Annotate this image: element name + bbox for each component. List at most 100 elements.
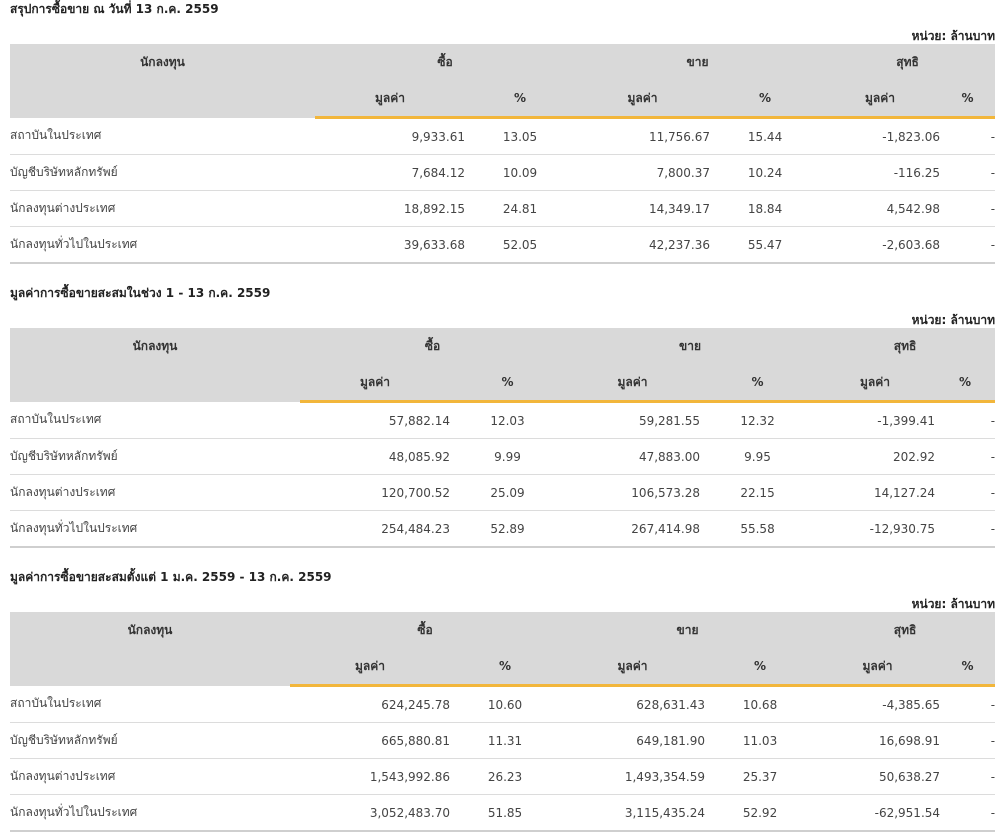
buy-value-cell: 624,245.78 (290, 685, 450, 723)
investor-cell: นักลงทุนต่างประเทศ (10, 190, 315, 227)
net-value-cell: -4,385.65 (815, 685, 941, 723)
subheader-sell-value: มูลค่า (565, 364, 701, 403)
subheader-row: มูลค่า % มูลค่า % มูลค่า % (10, 364, 996, 403)
net-percent-cell: - (940, 722, 996, 759)
buy-value-cell: 3,052,483.70 (290, 794, 450, 832)
subheader-buy-percent: % (450, 648, 561, 687)
investor-cell: นักลงทุนทั่วไปในประเทศ (10, 794, 290, 832)
subheader-buy-percent: % (465, 80, 576, 119)
table-row: นักลงทุนต่างประเทศ 1,543,992.86 26.23 1,… (10, 758, 996, 795)
net-percent-cell: - (935, 401, 996, 439)
sell-percent-cell: 18.84 (710, 190, 821, 227)
subheader-sell-percent: % (705, 648, 816, 687)
investor-cell: นักลงทุนทั่วไปในประเทศ (10, 226, 315, 264)
sell-percent-cell: 22.15 (700, 474, 816, 511)
subheader-buy-percent: % (450, 364, 566, 403)
sell-percent-cell: 55.47 (710, 226, 821, 264)
subheader-blank (10, 80, 315, 118)
table-row: นักลงทุนทั่วไปในประเทศ 254,484.23 52.89 … (10, 510, 996, 548)
buy-percent-cell: 24.81 (465, 190, 576, 227)
buy-percent-cell: 10.60 (450, 685, 561, 723)
buy-percent-cell: 52.89 (450, 510, 566, 548)
sell-value-cell: 59,281.55 (565, 401, 701, 439)
subheader-net-percent: % (940, 648, 996, 687)
subheader-row: มูลค่า % มูลค่า % มูลค่า % (10, 648, 996, 687)
net-percent-cell: - (940, 117, 996, 155)
header-buy: ซื้อ (315, 44, 576, 80)
buy-value-cell: 7,684.12 (315, 154, 465, 191)
buy-value-cell: 39,633.68 (315, 226, 465, 264)
net-percent-cell: - (935, 474, 996, 511)
header-investor: นักลงทุน (10, 44, 315, 80)
sell-value-cell: 11,756.67 (575, 117, 711, 155)
subheader-blank (10, 648, 290, 686)
net-value-cell: -12,930.75 (815, 510, 936, 548)
trading-table: นักลงทุน ซื้อ ขาย สุทธิ มูลค่า % มูลค่า … (10, 328, 996, 548)
buy-percent-cell: 9.99 (450, 438, 566, 475)
buy-percent-cell: 11.31 (450, 722, 561, 759)
unit-label: หน่วย: ล้านบาท (911, 313, 995, 327)
investor-cell: บัญชีบริษัทหลักทรัพย์ (10, 722, 290, 759)
investor-cell: บัญชีบริษัทหลักทรัพย์ (10, 154, 315, 191)
sell-percent-cell: 55.58 (700, 510, 816, 548)
buy-value-cell: 1,543,992.86 (290, 758, 450, 795)
table-row: สถาบันในประเทศ 57,882.14 12.03 59,281.55… (10, 401, 996, 439)
section-title: สรุปการซื้อขาย ณ วันที่ 13 ก.ค. 2559 (10, 2, 219, 16)
net-value-cell: -1,823.06 (820, 117, 941, 155)
subheader-sell-percent: % (710, 80, 821, 119)
header-row: นักลงทุน ซื้อ ขาย สุทธิ (10, 612, 996, 648)
trading-table: นักลงทุน ซื้อ ขาย สุทธิ มูลค่า % มูลค่า … (10, 44, 996, 264)
sell-value-cell: 649,181.90 (560, 722, 706, 759)
header-row: นักลงทุน ซื้อ ขาย สุทธิ (10, 328, 996, 364)
header-sell: ขาย (575, 44, 821, 80)
net-percent-cell: - (940, 758, 996, 795)
sell-value-cell: 1,493,354.59 (560, 758, 706, 795)
header-buy: ซื้อ (300, 328, 566, 364)
table-row: นักลงทุนต่างประเทศ 18,892.15 24.81 14,34… (10, 190, 996, 227)
net-value-cell: -116.25 (820, 154, 941, 191)
table-row: บัญชีบริษัทหลักทรัพย์ 665,880.81 11.31 6… (10, 722, 996, 759)
sell-value-cell: 267,414.98 (565, 510, 701, 548)
sell-percent-cell: 25.37 (705, 758, 816, 795)
header-sell: ขาย (565, 328, 816, 364)
net-percent-cell: - (935, 438, 996, 475)
subheader-buy-value: มูลค่า (300, 364, 450, 403)
subheader-sell-value: มูลค่า (575, 80, 711, 119)
trading-table: นักลงทุน ซื้อ ขาย สุทธิ มูลค่า % มูลค่า … (10, 612, 996, 832)
buy-value-cell: 48,085.92 (300, 438, 450, 475)
net-value-cell: 4,542.98 (820, 190, 941, 227)
sell-value-cell: 628,631.43 (560, 685, 706, 723)
subheader-buy-value: มูลค่า (315, 80, 465, 119)
buy-percent-cell: 25.09 (450, 474, 566, 511)
subheader-net-percent: % (935, 364, 996, 403)
section-year-to-date: มูลค่าการซื้อขายสะสมตั้งแต่ 1 ม.ค. 2559 … (10, 568, 996, 833)
section-title: มูลค่าการซื้อขายสะสมในช่วง 1 - 13 ก.ค. 2… (10, 286, 271, 300)
buy-value-cell: 9,933.61 (315, 117, 465, 155)
investor-cell: นักลงทุนต่างประเทศ (10, 758, 290, 795)
net-percent-cell: - (940, 226, 996, 264)
net-value-cell: 16,698.91 (815, 722, 941, 759)
header-net: สุทธิ (820, 44, 996, 80)
unit-label: หน่วย: ล้านบาท (911, 29, 995, 43)
buy-value-cell: 254,484.23 (300, 510, 450, 548)
net-value-cell: 50,638.27 (815, 758, 941, 795)
sell-value-cell: 47,883.00 (565, 438, 701, 475)
sell-value-cell: 14,349.17 (575, 190, 711, 227)
section-month-to-date: มูลค่าการซื้อขายสะสมในช่วง 1 - 13 ก.ค. 2… (10, 284, 996, 549)
buy-value-cell: 120,700.52 (300, 474, 450, 511)
section-title: มูลค่าการซื้อขายสะสมตั้งแต่ 1 ม.ค. 2559 … (10, 570, 332, 584)
subheader-net-percent: % (940, 80, 996, 119)
net-percent-cell: - (940, 154, 996, 191)
sell-percent-cell: 10.24 (710, 154, 821, 191)
buy-percent-cell: 51.85 (450, 794, 561, 832)
sell-percent-cell: 9.95 (700, 438, 816, 475)
subheader-buy-value: มูลค่า (290, 648, 450, 687)
sell-value-cell: 3,115,435.24 (560, 794, 706, 832)
subheader-sell-value: มูลค่า (560, 648, 706, 687)
buy-percent-cell: 10.09 (465, 154, 576, 191)
net-percent-cell: - (940, 794, 996, 832)
investor-cell: สถาบันในประเทศ (10, 685, 290, 723)
header-row: นักลงทุน ซื้อ ขาย สุทธิ (10, 44, 996, 80)
sell-percent-cell: 12.32 (700, 401, 816, 439)
buy-percent-cell: 13.05 (465, 117, 576, 155)
